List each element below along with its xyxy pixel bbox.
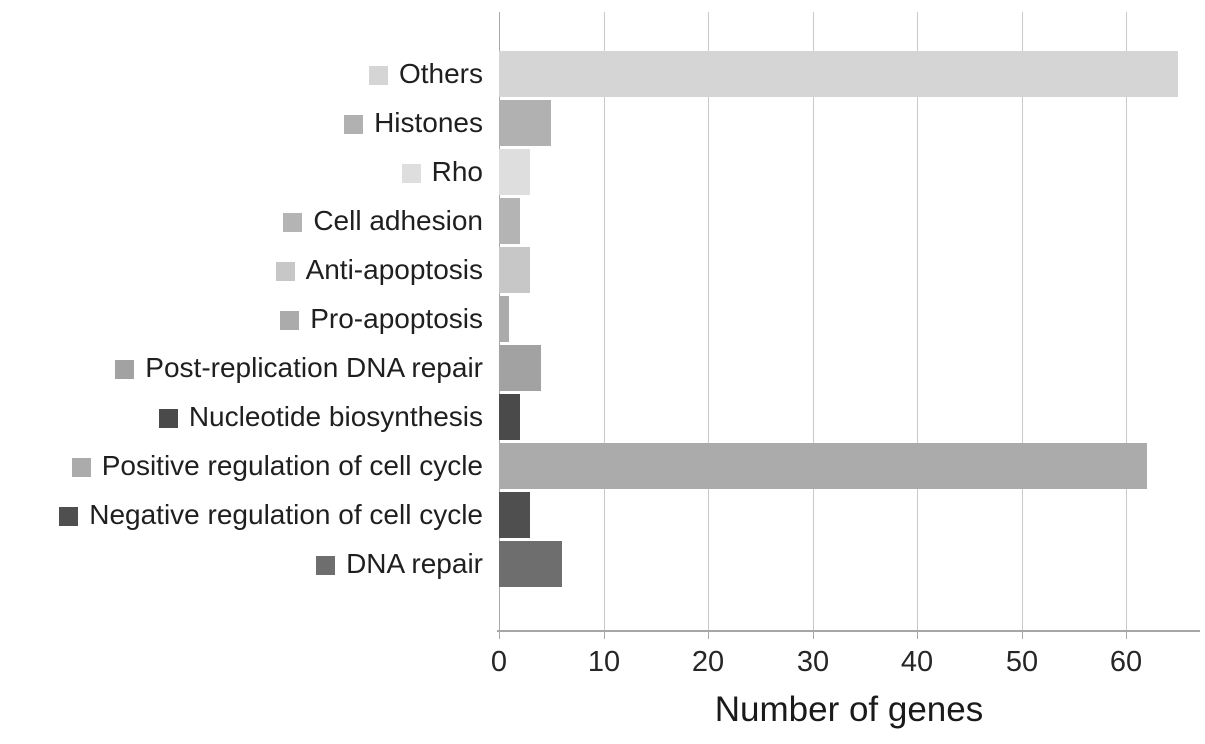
bar: [499, 149, 530, 195]
bar: [499, 394, 520, 440]
bar: [499, 443, 1147, 489]
x-tick-mark: [813, 630, 814, 639]
gridline: [708, 12, 709, 630]
category-row: Post-replication DNA repair: [0, 345, 483, 391]
category-row: Rho: [0, 149, 483, 195]
x-tick-mark: [917, 630, 918, 639]
category-label: Pro-apoptosis: [310, 303, 483, 334]
x-axis-title: Number of genes: [714, 690, 984, 729]
bar: [499, 100, 551, 146]
category-row: Histones: [0, 100, 483, 146]
category-label: DNA repair: [346, 548, 483, 579]
category-label: Others: [398, 58, 483, 89]
legend-swatch-icon: [59, 506, 79, 526]
category-label: Nucleotide biosynthesis: [188, 401, 483, 432]
legend-swatch-icon: [71, 457, 91, 477]
x-tick-mark: [499, 630, 500, 639]
x-tick-mark: [708, 630, 709, 639]
legend-swatch-icon: [280, 310, 300, 330]
legend-swatch-icon: [283, 212, 303, 232]
gridline: [1126, 12, 1127, 630]
gridline: [1022, 12, 1023, 630]
x-tick-mark: [604, 630, 605, 639]
bar: [499, 541, 562, 587]
category-row: Positive regulation of cell cycle: [0, 443, 483, 489]
legend-swatch-icon: [344, 114, 364, 134]
x-tick-label: 0: [490, 646, 508, 678]
x-axis-line: [497, 630, 1200, 632]
x-tick-label: 20: [691, 646, 725, 678]
category-row: DNA repair: [0, 541, 483, 587]
category-row: Cell adhesion: [0, 198, 483, 244]
category-label: Cell adhesion: [313, 205, 483, 236]
x-tick-label: 60: [1109, 646, 1143, 678]
category-row: Others: [0, 51, 483, 97]
x-tick-label: 30: [796, 646, 830, 678]
category-row: Anti-apoptosis: [0, 247, 483, 293]
category-row: Negative regulation of cell cycle: [0, 492, 483, 538]
bar: [499, 51, 1178, 97]
gridline: [917, 12, 918, 630]
x-tick-mark: [1022, 630, 1023, 639]
bar: [499, 345, 541, 391]
category-label: Histones: [374, 107, 483, 138]
x-tick-label: 10: [587, 646, 621, 678]
category-row: Pro-apoptosis: [0, 296, 483, 342]
bar: [499, 198, 520, 244]
bar: [499, 492, 530, 538]
category-label: Positive regulation of cell cycle: [101, 450, 483, 481]
legend-swatch-icon: [401, 163, 421, 183]
legend-swatch-icon: [316, 555, 336, 575]
bar: [499, 296, 509, 342]
legend-swatch-icon: [158, 408, 178, 428]
legend-swatch-icon: [115, 359, 135, 379]
x-tick-label: 50: [1005, 646, 1039, 678]
legend-swatch-icon: [368, 65, 388, 85]
bar: [499, 247, 530, 293]
category-label: Rho: [431, 156, 483, 187]
category-label: Post-replication DNA repair: [145, 352, 483, 383]
x-tick-label: 40: [900, 646, 934, 678]
x-tick-mark: [1126, 630, 1127, 639]
gridline: [604, 12, 605, 630]
category-label: Anti-apoptosis: [305, 254, 483, 285]
gridline: [813, 12, 814, 630]
category-label: Negative regulation of cell cycle: [89, 499, 483, 530]
category-row: Nucleotide biosynthesis: [0, 394, 483, 440]
legend-swatch-icon: [275, 261, 295, 281]
